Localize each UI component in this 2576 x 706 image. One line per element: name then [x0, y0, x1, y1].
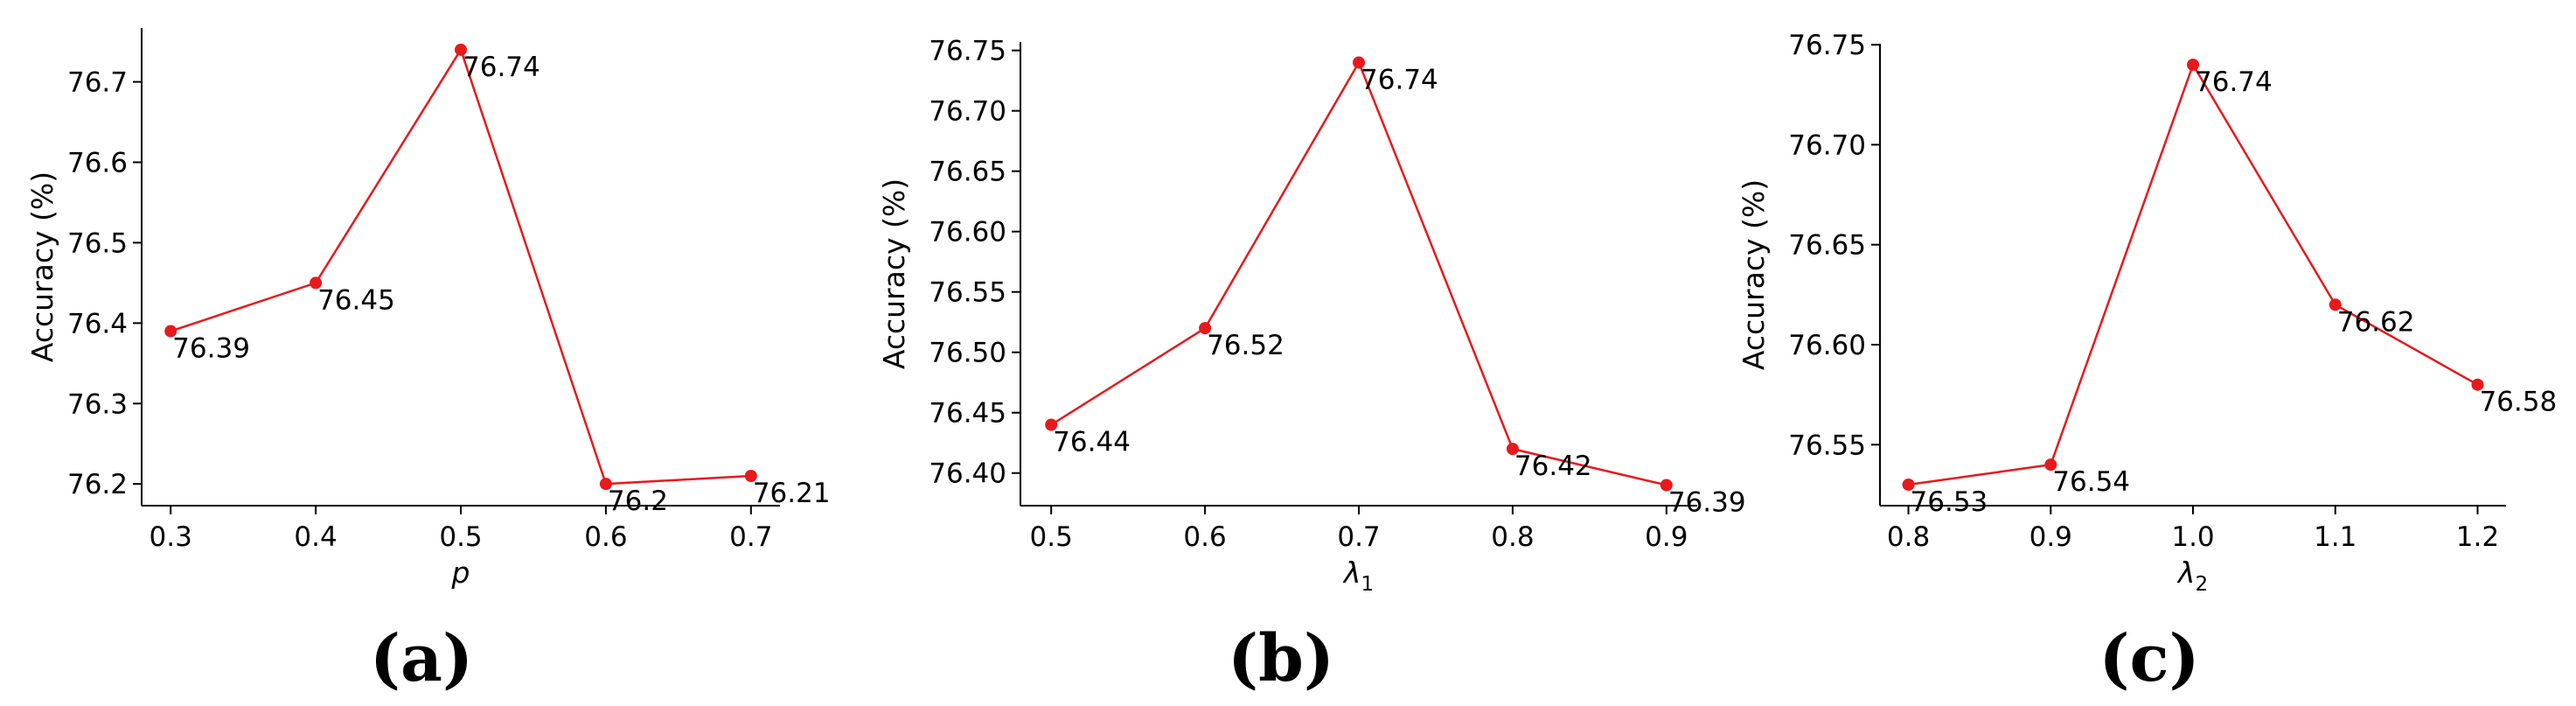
- x-axis-label: p: [451, 556, 470, 590]
- x-axis-symbol: p: [451, 556, 470, 590]
- y-tick-label: 76.50: [929, 338, 1006, 369]
- y-tick-label: 76.5: [67, 227, 128, 259]
- data-label: 76.45: [317, 284, 395, 316]
- data-label: 76.74: [463, 52, 540, 83]
- series-line: [1908, 62, 2479, 486]
- data-point: [310, 276, 323, 290]
- x-axis-label: λ1: [1342, 556, 1374, 596]
- x-tick-label: 0.6: [584, 521, 627, 553]
- x-axis-symbol: λ: [2176, 556, 2196, 590]
- data-label: 76.39: [1668, 487, 1746, 519]
- data-label: 76.74: [1361, 64, 1438, 95]
- y-tick-label: 76.6: [67, 148, 128, 179]
- y-tick-label: 76.4: [67, 308, 128, 339]
- panel-label: (a): [370, 621, 473, 696]
- chart-panel-2: 76.40 76.45 76.50 76.55 76.60 76.65 76.70 76.75…: [877, 36, 1746, 696]
- x-tick-label: 0.6: [1183, 521, 1226, 553]
- chart-panel-1: 76.2 76.3 76.4 76.5 76.6 76.7 0.3 0.4 0.5 0.6 0.7 p…: [25, 28, 831, 696]
- x-axis-label: λ2: [2176, 556, 2208, 596]
- x-axis-subscript: 1: [1361, 573, 1374, 596]
- x-tick-label: 1.2: [2456, 521, 2499, 553]
- data-point: [1506, 443, 1519, 456]
- y-axis-label: Accuracy (%): [877, 178, 911, 369]
- x-tick-label: 0.7: [729, 521, 772, 553]
- data-point: [2471, 378, 2484, 391]
- panel-label: (b): [1228, 621, 1334, 696]
- data-point: [455, 43, 467, 56]
- data-point: [2329, 298, 2342, 311]
- series-line: [1050, 59, 1667, 486]
- y-axis-label: Accuracy (%): [25, 171, 59, 362]
- data-label: 76.54: [2052, 466, 2130, 498]
- x-axis-subscript: 2: [2195, 573, 2208, 596]
- x-tick-label: 0.8: [1887, 521, 1930, 553]
- data-label: 76.2: [608, 486, 668, 517]
- x-tick-label: 0.3: [150, 521, 192, 553]
- x-tick-label: 0.9: [1645, 521, 1688, 553]
- y-tick-label: 76.70: [929, 96, 1006, 128]
- data-point: [2187, 59, 2199, 71]
- data-point: [164, 325, 178, 338]
- x-tick-label: 0.7: [1337, 521, 1380, 553]
- x-tick-label: 0.4: [294, 521, 337, 553]
- y-tick-label: 76.60: [1788, 330, 1866, 361]
- data-point: [1902, 479, 1915, 491]
- x-tick-label: 1.0: [2171, 521, 2214, 553]
- data-label: 76.39: [172, 333, 250, 365]
- data-point: [599, 478, 612, 491]
- data-point: [744, 469, 757, 482]
- y-tick-label: 76.40: [929, 458, 1006, 490]
- y-tick-label: 76.45: [929, 398, 1006, 430]
- x-axis-symbol: λ: [1342, 556, 1361, 590]
- y-axis-label: Accuracy (%): [1737, 179, 1771, 370]
- data-label: 76.42: [1514, 451, 1592, 482]
- y-tick-label: 76.65: [1788, 230, 1866, 262]
- y-tick-label: 76.7: [67, 67, 128, 99]
- y-tick-label: 76.2: [67, 469, 128, 500]
- x-tick-label: 0.5: [1030, 521, 1073, 553]
- data-label: 76.52: [1207, 330, 1285, 361]
- x-tick-label: 1.1: [2314, 521, 2357, 553]
- data-label: 76.62: [2337, 306, 2415, 338]
- y-tick-label: 76.60: [929, 217, 1006, 248]
- x-tick-label: 0.5: [439, 521, 482, 553]
- y-tick-label: 76.75: [929, 36, 1006, 67]
- y-tick-label: 76.70: [1788, 129, 1866, 161]
- data-point: [1199, 322, 1212, 335]
- data-label: 76.21: [753, 478, 831, 509]
- x-tick-label: 0.9: [2029, 521, 2072, 553]
- data-point: [2044, 458, 2057, 472]
- y-tick-label: 76.55: [929, 277, 1006, 309]
- data-point: [1660, 479, 1673, 492]
- y-tick-label: 76.3: [67, 388, 128, 420]
- series-line: [170, 46, 751, 486]
- chart-panel-3: 76.55 76.60 76.65 76.70 76.75 0.8 0.9 1.0 1.1 1.2…: [1737, 30, 2557, 696]
- data-point: [1045, 418, 1058, 431]
- data-label: 76.58: [2479, 387, 2557, 418]
- y-tick-label: 76.65: [929, 157, 1006, 188]
- data-label: 76.44: [1053, 427, 1131, 458]
- x-tick-label: 0.8: [1491, 521, 1534, 553]
- data-label: 76.53: [1911, 486, 1988, 518]
- data-point: [1353, 56, 1365, 69]
- y-tick-label: 76.55: [1788, 430, 1866, 461]
- panel-label: (c): [2099, 621, 2199, 696]
- data-label: 76.74: [2195, 66, 2273, 98]
- y-tick-label: 76.75: [1788, 30, 1866, 61]
